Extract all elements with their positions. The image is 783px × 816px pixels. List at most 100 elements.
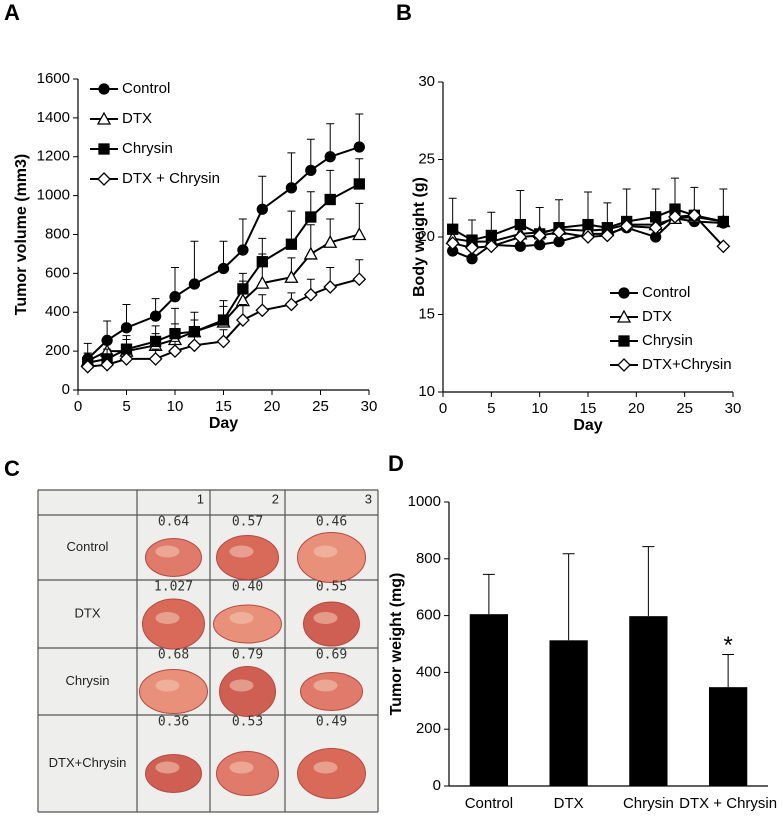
x-axis-title: Day (573, 417, 602, 434)
x-tick-label: 20 (628, 400, 645, 417)
marker (324, 193, 336, 206)
x-tick-label: 0 (74, 398, 82, 415)
y-tick-label: 800 (45, 225, 70, 242)
legend-label: Control (122, 80, 170, 97)
x-tick-label: 15 (215, 398, 232, 415)
marker (650, 211, 662, 223)
y-tick-label: 1400 (37, 109, 70, 126)
marker (98, 83, 110, 95)
marker (352, 227, 367, 241)
marker (552, 225, 566, 240)
handwritten-weight: 0.57 (232, 515, 263, 530)
marker (581, 230, 595, 244)
tumor-highlight (313, 612, 338, 624)
tumor-highlight (313, 761, 338, 774)
tumor-highlight (229, 612, 254, 624)
error-bar (562, 553, 575, 641)
tumor-highlight (229, 761, 254, 774)
tumor (216, 751, 279, 796)
legend-label: Control (642, 284, 690, 301)
marker (217, 262, 230, 275)
marker (80, 359, 95, 374)
marker (485, 229, 497, 242)
bar (549, 640, 588, 786)
y-tick-label: 15 (418, 305, 435, 322)
error-bar (722, 654, 735, 688)
y-tick-label: 0 (62, 381, 70, 398)
handwritten-weight: 0.53 (232, 715, 263, 730)
marker (617, 358, 631, 372)
marker (466, 253, 478, 265)
marker (216, 334, 231, 349)
marker (532, 228, 547, 243)
marker (169, 291, 181, 303)
y-tick-label: 600 (45, 264, 70, 281)
tumor (145, 538, 202, 577)
x-tick-label: Control (465, 795, 513, 812)
tumor (219, 666, 276, 717)
marker (305, 164, 317, 177)
tumor (297, 748, 366, 799)
tumor-highlight (229, 679, 254, 692)
marker (96, 111, 112, 125)
marker (618, 335, 630, 347)
y-tick-label: 1000 (408, 493, 441, 510)
tumor-highlight (229, 545, 254, 558)
marker (582, 218, 594, 231)
y-tick-label: 1600 (37, 70, 70, 87)
y-tick-label: 400 (45, 303, 70, 320)
y-tick-label: 800 (416, 550, 441, 567)
marker (465, 240, 479, 255)
marker (353, 141, 365, 153)
marker (323, 234, 338, 248)
marker (618, 287, 630, 299)
marker (187, 338, 202, 353)
tumor (297, 532, 366, 583)
marker (303, 246, 318, 260)
marker (169, 327, 181, 340)
y-axis-title: Tumor weight (mg) (388, 573, 405, 716)
marker (284, 297, 299, 312)
marker (256, 203, 268, 215)
y-tick-label: 1200 (37, 148, 70, 165)
x-tick-label: 5 (487, 400, 495, 417)
x-tick-label: 25 (676, 400, 693, 417)
marker (285, 182, 298, 194)
marker (119, 351, 134, 366)
y-axis-title: Tumor volume (mm3) (13, 154, 30, 316)
marker (352, 272, 367, 287)
handwritten-weight: 0.36 (158, 715, 189, 730)
marker (255, 303, 270, 318)
marker (513, 230, 528, 244)
x-tick-label: DTX (554, 795, 584, 812)
marker (447, 223, 459, 235)
marker (668, 209, 682, 224)
legend-label: Chrysin (642, 332, 693, 349)
marker (100, 357, 115, 372)
column-number: 2 (272, 491, 279, 506)
y-tick-label: 10 (418, 383, 435, 400)
marker (148, 351, 163, 366)
tumor-highlight (155, 612, 180, 624)
panel-label: D (388, 451, 404, 476)
marker (324, 151, 336, 163)
marker (600, 228, 615, 243)
marker (284, 269, 299, 283)
y-tick-label: 1000 (37, 187, 70, 204)
bar (708, 687, 748, 786)
tumor (145, 754, 202, 793)
marker (255, 275, 270, 289)
x-tick-label: DTX + Chrysin (679, 795, 777, 812)
row-label: Control (67, 539, 109, 554)
marker (237, 283, 249, 295)
marker (237, 244, 249, 256)
column-number: 1 (197, 491, 204, 506)
x-tick-label: 30 (725, 400, 742, 417)
panel-label: C (4, 456, 20, 481)
column-number: 3 (365, 491, 372, 506)
row-label: DTX+Chrysin (49, 755, 127, 770)
y-axis-title: Body weight (g) (411, 177, 428, 297)
marker (305, 211, 317, 223)
tumor-highlight (155, 761, 180, 774)
